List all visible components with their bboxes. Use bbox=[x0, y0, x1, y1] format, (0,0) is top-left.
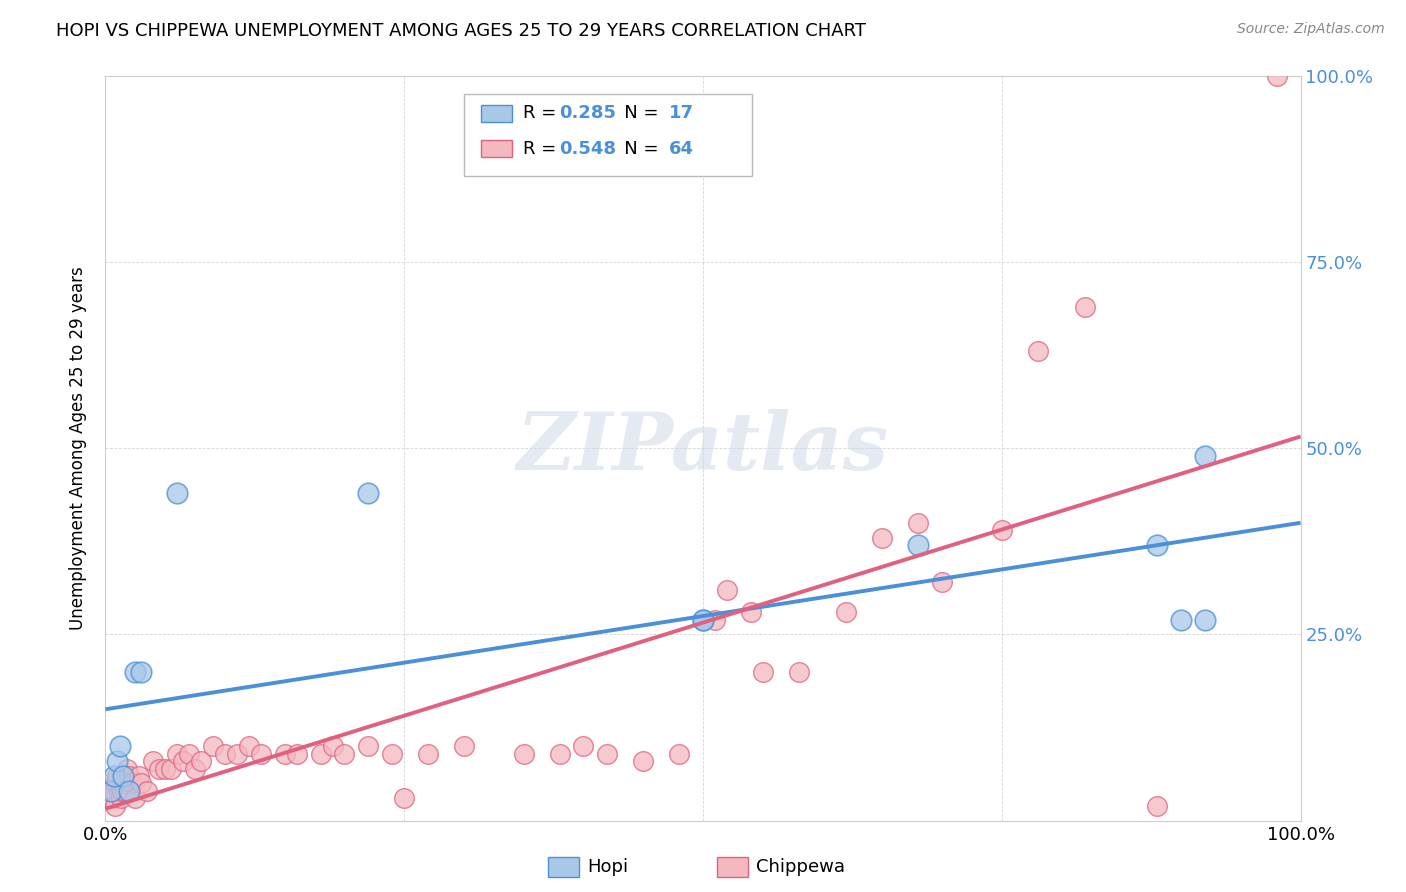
Point bbox=[184, 762, 207, 776]
Point bbox=[136, 784, 159, 798]
Point bbox=[118, 784, 141, 798]
Text: 64: 64 bbox=[669, 140, 695, 158]
Point bbox=[704, 613, 727, 627]
Text: R =: R = bbox=[523, 104, 562, 122]
Text: N =: N = bbox=[607, 104, 665, 122]
Point bbox=[166, 486, 188, 500]
Point bbox=[309, 747, 332, 761]
Text: 0.548: 0.548 bbox=[560, 140, 617, 158]
Point bbox=[835, 605, 858, 619]
Point bbox=[392, 791, 416, 805]
Point bbox=[907, 538, 929, 552]
Text: N =: N = bbox=[607, 140, 665, 158]
Point bbox=[1026, 344, 1049, 359]
Point bbox=[321, 739, 344, 753]
Point bbox=[107, 754, 129, 768]
Point bbox=[1194, 449, 1216, 463]
Point bbox=[1170, 613, 1192, 627]
Point bbox=[548, 747, 571, 761]
Point bbox=[114, 784, 136, 798]
Point bbox=[202, 739, 225, 753]
Point bbox=[111, 784, 134, 798]
Point bbox=[692, 613, 714, 627]
Point bbox=[103, 784, 125, 798]
Text: ZIPatlas: ZIPatlas bbox=[517, 409, 889, 487]
Point bbox=[108, 739, 131, 753]
Point bbox=[118, 769, 141, 783]
Point bbox=[1146, 798, 1168, 813]
Point bbox=[115, 762, 138, 776]
Point bbox=[931, 575, 953, 590]
Point bbox=[453, 739, 475, 753]
Point bbox=[357, 486, 380, 500]
Point bbox=[1146, 538, 1168, 552]
Point bbox=[872, 531, 894, 545]
Point bbox=[692, 613, 714, 627]
Point bbox=[238, 739, 260, 753]
Text: Chippewa: Chippewa bbox=[756, 858, 845, 876]
Point bbox=[129, 665, 153, 679]
Point bbox=[633, 754, 655, 768]
Point bbox=[124, 791, 146, 805]
Point bbox=[105, 776, 128, 790]
Point bbox=[103, 769, 125, 783]
Point bbox=[124, 665, 146, 679]
Point bbox=[907, 516, 929, 530]
Point bbox=[381, 747, 404, 761]
Point bbox=[121, 776, 143, 790]
Point bbox=[572, 739, 595, 753]
Point bbox=[225, 747, 249, 761]
Text: 17: 17 bbox=[669, 104, 695, 122]
Point bbox=[107, 769, 129, 783]
Point bbox=[716, 582, 738, 597]
Point bbox=[740, 605, 762, 619]
Text: R =: R = bbox=[523, 140, 562, 158]
Point bbox=[112, 769, 135, 783]
Point bbox=[250, 747, 273, 761]
Point bbox=[214, 747, 236, 761]
Point bbox=[177, 747, 201, 761]
Text: Source: ZipAtlas.com: Source: ZipAtlas.com bbox=[1237, 22, 1385, 37]
Point bbox=[98, 791, 121, 805]
Point bbox=[153, 762, 177, 776]
Point bbox=[110, 791, 132, 805]
Point bbox=[1074, 300, 1097, 314]
Point bbox=[108, 784, 131, 798]
Point bbox=[418, 747, 440, 761]
Text: 0.285: 0.285 bbox=[560, 104, 617, 122]
Point bbox=[357, 739, 380, 753]
Point bbox=[751, 665, 773, 679]
Point bbox=[101, 791, 124, 805]
Y-axis label: Unemployment Among Ages 25 to 29 years: Unemployment Among Ages 25 to 29 years bbox=[69, 267, 87, 630]
Point bbox=[100, 776, 122, 790]
Text: HOPI VS CHIPPEWA UNEMPLOYMENT AMONG AGES 25 TO 29 YEARS CORRELATION CHART: HOPI VS CHIPPEWA UNEMPLOYMENT AMONG AGES… bbox=[56, 22, 866, 40]
Point bbox=[128, 769, 150, 783]
Point bbox=[668, 747, 690, 761]
Point bbox=[1194, 613, 1216, 627]
Point bbox=[104, 798, 127, 813]
Point bbox=[285, 747, 308, 761]
Point bbox=[129, 776, 153, 790]
Point bbox=[273, 747, 295, 761]
Point bbox=[190, 754, 212, 768]
Point bbox=[990, 523, 1012, 537]
Point bbox=[513, 747, 536, 761]
Point bbox=[112, 776, 135, 790]
Point bbox=[692, 613, 714, 627]
Point bbox=[596, 747, 619, 761]
Point bbox=[1265, 69, 1288, 83]
Text: Hopi: Hopi bbox=[588, 858, 628, 876]
Point bbox=[166, 747, 188, 761]
Point bbox=[148, 762, 170, 776]
Point bbox=[787, 665, 810, 679]
Point bbox=[333, 747, 356, 761]
Point bbox=[142, 754, 165, 768]
Point bbox=[172, 754, 194, 768]
Point bbox=[160, 762, 183, 776]
Point bbox=[100, 784, 122, 798]
